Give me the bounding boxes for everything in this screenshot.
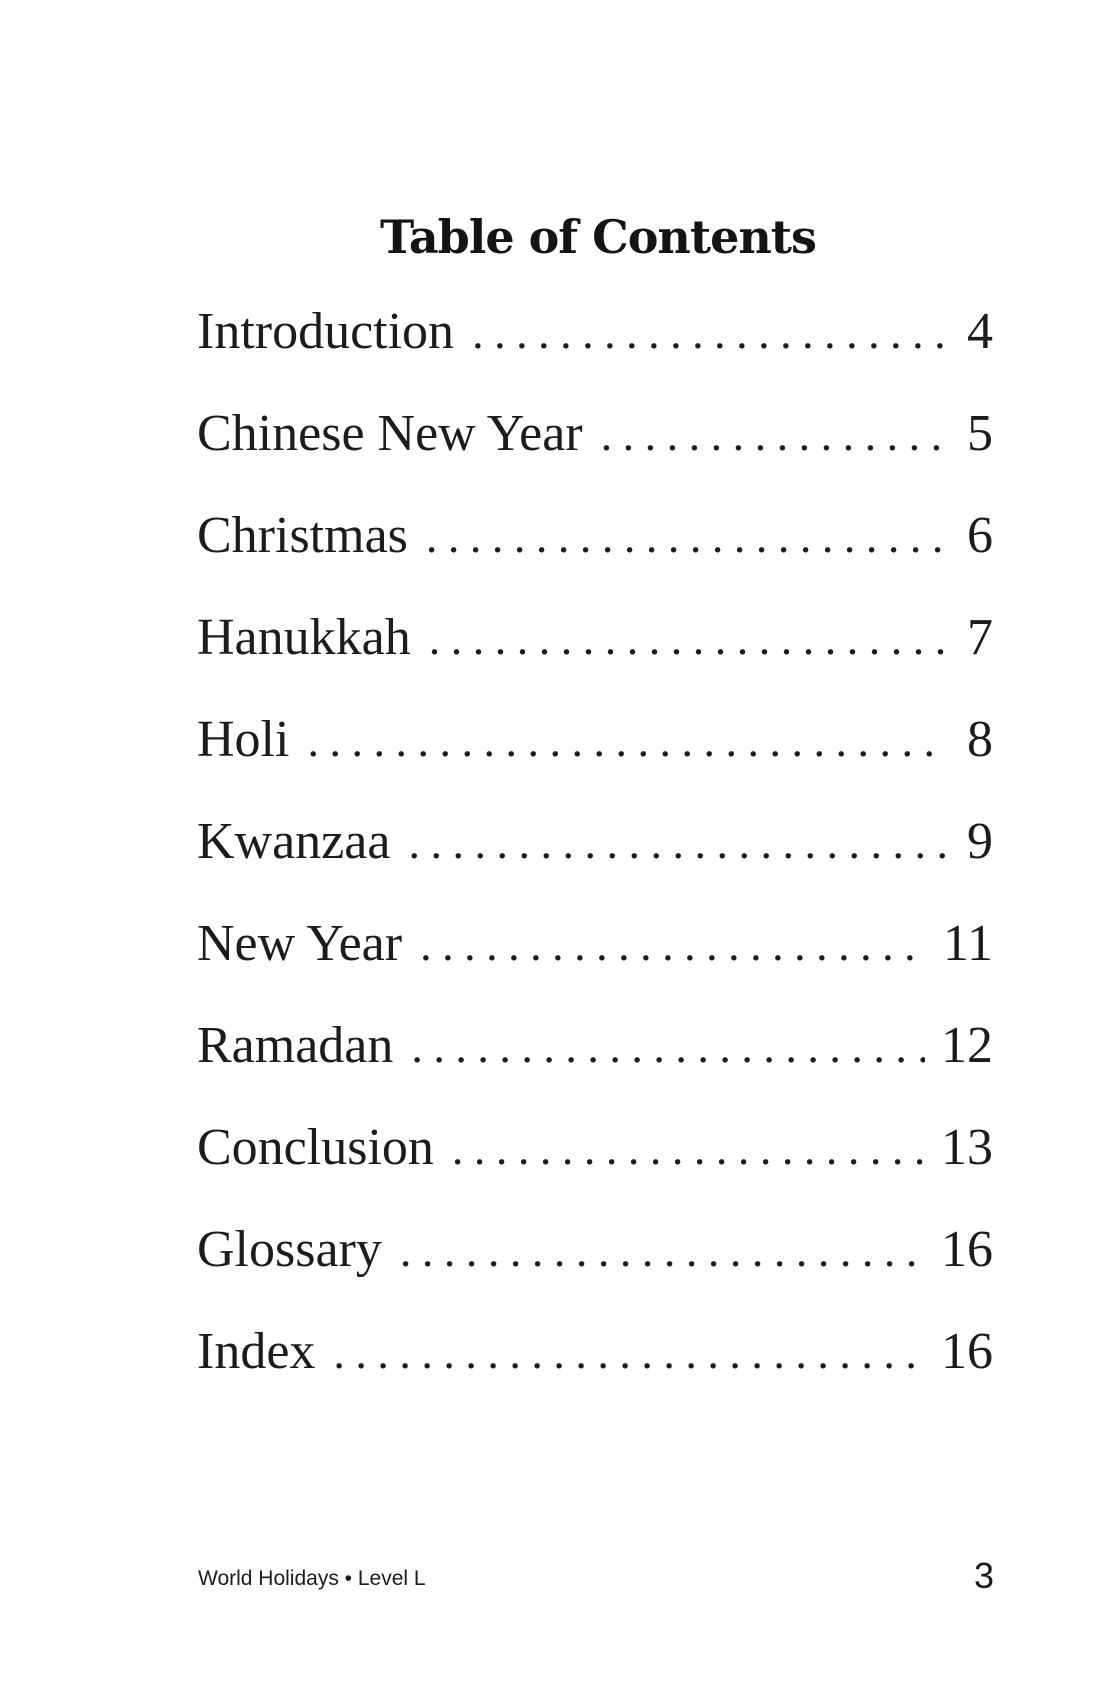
toc-entry-label: Conclusion xyxy=(197,1119,434,1176)
toc-entry-page: 11 xyxy=(942,915,993,972)
toc-entry-label: Chinese New Year xyxy=(197,405,583,462)
toc-entry-index: Index ..................................… xyxy=(197,1318,993,1420)
toc-entry-holi: Holi ...................................… xyxy=(197,706,993,808)
toc-dot-leader: ........................................… xyxy=(600,409,947,460)
toc-entry-page: 8 xyxy=(967,711,993,768)
toc-entry-page: 16 xyxy=(941,1221,993,1278)
toc-entry-label: New Year xyxy=(197,915,403,972)
toc-entry-introduction: Introduction ...........................… xyxy=(197,298,993,400)
toc-entry-chinese-new-year: Chinese New Year .......................… xyxy=(197,400,993,502)
toc-entry-label: Hanukkah xyxy=(197,609,411,666)
toc-entry-label: Index xyxy=(197,1323,316,1380)
toc-dot-leader: ........................................… xyxy=(425,511,947,562)
toc-dot-leader: ........................................… xyxy=(411,1021,925,1072)
toc-dot-leader: ........................................… xyxy=(333,1327,925,1378)
toc-entry-ramadan: Ramadan ................................… xyxy=(197,1012,993,1114)
toc-entry-label: Holi xyxy=(197,711,290,768)
toc-entry-label: Introduction xyxy=(197,303,455,360)
toc-dot-leader: ........................................… xyxy=(399,1225,925,1276)
toc-entry-page: 7 xyxy=(967,609,993,666)
toc-dot-leader: ........................................… xyxy=(420,919,927,970)
toc-list: Introduction ...........................… xyxy=(197,298,993,1420)
toc-dot-leader: ........................................… xyxy=(472,307,947,358)
toc-entry-conclusion: Conclusion .............................… xyxy=(197,1114,993,1216)
toc-entry-label: Ramadan xyxy=(197,1017,394,1074)
toc-title: Table of Contents xyxy=(380,210,817,264)
toc-entry-label: Kwanzaa xyxy=(197,813,391,870)
toc-entry-page: 13 xyxy=(941,1119,993,1176)
toc-entry-page: 4 xyxy=(967,303,993,360)
toc-entry-hanukkah: Hanukkah ...............................… xyxy=(197,604,993,706)
toc-dot-leader: ........................................… xyxy=(428,613,947,664)
footer-page-number: 3 xyxy=(973,1555,994,1596)
toc-entry-glossary: Glossary ...............................… xyxy=(197,1216,993,1318)
toc-dot-leader: ........................................… xyxy=(307,715,947,766)
toc-entry-label: Christmas xyxy=(197,507,408,564)
toc-entry-page: 16 xyxy=(941,1323,993,1380)
toc-entry-page: 6 xyxy=(967,507,993,564)
toc-entry-label: Glossary xyxy=(197,1221,382,1278)
toc-dot-leader: ........................................… xyxy=(451,1123,925,1174)
toc-dot-leader: ........................................… xyxy=(408,817,947,868)
toc-entry-new-year: New Year ...............................… xyxy=(197,910,993,1012)
toc-entry-kwanzaa: Kwanzaa ................................… xyxy=(197,808,993,910)
footer-book-info: World Holidays • Level L xyxy=(198,1567,426,1590)
toc-entry-christmas: Christmas ..............................… xyxy=(197,502,993,604)
toc-entry-page: 9 xyxy=(967,813,993,870)
toc-entry-page: 12 xyxy=(941,1017,993,1074)
toc-entry-page: 5 xyxy=(967,405,993,462)
